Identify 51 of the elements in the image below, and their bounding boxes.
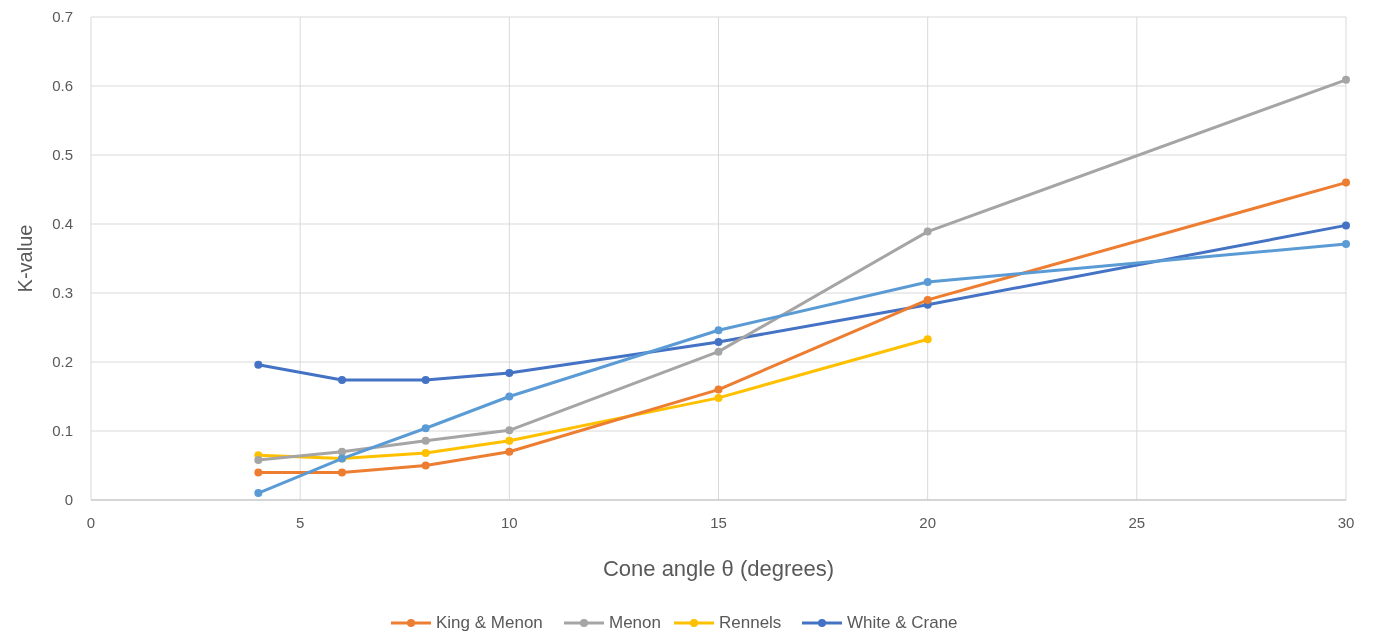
point: [254, 360, 263, 369]
y-tick-label: 0.7: [52, 8, 73, 26]
y-tick-label: 0.1: [52, 422, 73, 440]
point: [421, 461, 430, 470]
legend-label: King & Menon: [436, 613, 543, 632]
x-axis-title: Cone angle θ (degrees): [602, 556, 835, 581]
x-tick-label: 0: [86, 514, 96, 531]
point: [505, 392, 514, 401]
point: [714, 337, 723, 346]
point: [923, 295, 932, 304]
point: [421, 424, 430, 433]
point: [714, 393, 723, 402]
y-tick-label: 0.4: [52, 215, 73, 233]
y-tick-label: 0.2: [52, 353, 73, 371]
point: [714, 347, 723, 356]
point: [421, 375, 430, 384]
point: [421, 449, 430, 458]
x-tick-label: 20: [919, 514, 937, 531]
x-tick-label: 25: [1128, 514, 1146, 531]
y-tick-label: 0.6: [52, 77, 73, 95]
y-axis-title: K-value: [14, 224, 36, 293]
point: [1342, 240, 1350, 249]
x-tick-label: 30: [1337, 514, 1355, 531]
point: [714, 385, 723, 394]
y-tick-label: 0: [64, 491, 73, 509]
point: [505, 447, 514, 456]
point: [338, 468, 346, 477]
legend-label: White & Crane: [847, 613, 958, 632]
point: [923, 335, 932, 344]
point: [923, 277, 932, 286]
point: [254, 455, 263, 464]
point: [923, 227, 932, 236]
point: [1342, 221, 1350, 230]
point: [421, 436, 430, 445]
point: [505, 369, 514, 378]
point: [505, 426, 514, 435]
point: [254, 468, 263, 477]
point: [254, 489, 263, 498]
point: [714, 326, 723, 335]
legend-label: Menon: [609, 613, 661, 632]
point: [338, 447, 346, 456]
point: [338, 375, 346, 384]
y-tick-label: 0.5: [52, 146, 73, 164]
x-tick-label: 15: [710, 514, 727, 531]
x-tick-label: 5: [295, 514, 305, 531]
point: [505, 436, 514, 445]
x-tick-label: 10: [500, 514, 518, 531]
y-tick-label: 0.3: [52, 284, 73, 302]
point: [1342, 75, 1350, 84]
point: [1342, 178, 1350, 187]
legend-label: Rennels: [719, 613, 782, 632]
